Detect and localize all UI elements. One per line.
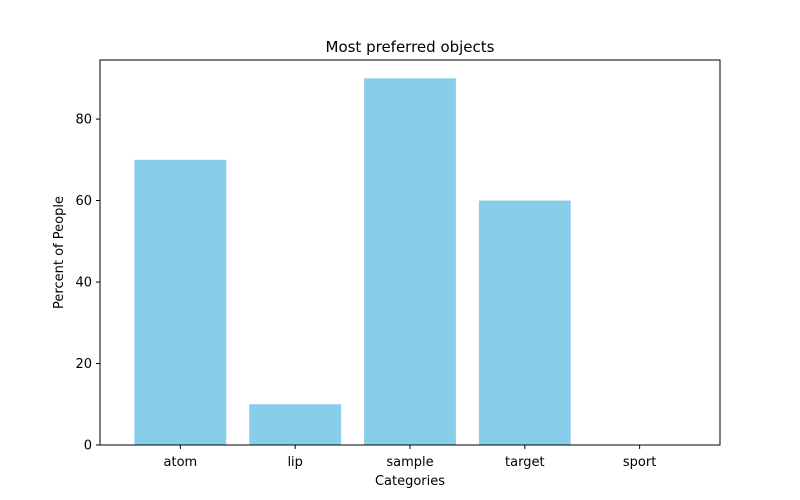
bars-group — [134, 78, 571, 445]
chart-title: Most preferred objects — [326, 38, 495, 56]
y-tick-label: 60 — [75, 194, 92, 209]
y-tick-label: 0 — [84, 439, 92, 454]
x-axis-label: Categories — [375, 474, 445, 489]
y-axis-label: Percent of People — [52, 196, 67, 309]
y-tick-label: 20 — [75, 357, 92, 372]
bar-sample — [364, 78, 456, 445]
x-axis-ticks: atom lip sample target sport — [164, 445, 656, 470]
x-tick-label: lip — [287, 455, 302, 470]
y-tick-label: 80 — [75, 113, 92, 128]
bar-atom — [134, 159, 227, 445]
y-tick-label: 40 — [75, 276, 92, 291]
bar-lip — [249, 404, 342, 445]
x-tick-label: atom — [164, 455, 198, 470]
bar-target — [478, 200, 571, 445]
x-tick-label: target — [505, 455, 545, 470]
y-axis-ticks: 0 20 40 60 80 — [75, 113, 100, 454]
x-tick-label: sample — [386, 455, 433, 470]
x-tick-label: sport — [623, 455, 656, 470]
